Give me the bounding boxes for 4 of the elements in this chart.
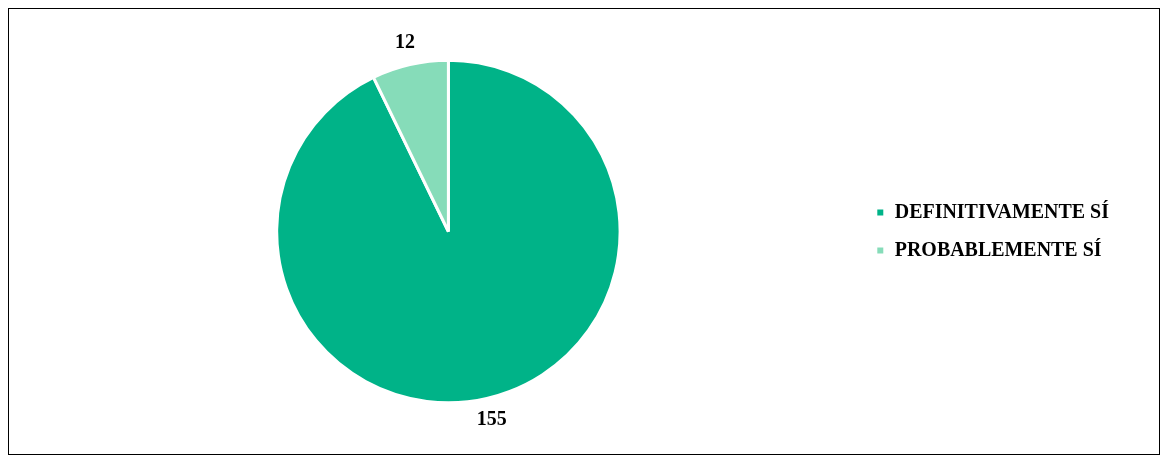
legend-label: PROBABLEMENTE SÍ [894,237,1102,260]
legend-label: DEFINITIVAMENTE SÍ [894,199,1110,222]
data-label: 12 [395,30,416,53]
data-label: 155 [476,406,507,429]
